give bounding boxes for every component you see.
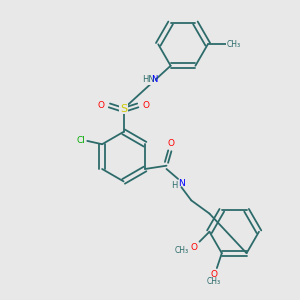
- Text: Cl: Cl: [76, 136, 85, 146]
- Text: CH₃: CH₃: [206, 278, 220, 286]
- Text: O: O: [143, 101, 150, 110]
- Text: O: O: [190, 243, 197, 252]
- Text: O: O: [97, 101, 104, 110]
- Text: CH₃: CH₃: [226, 40, 240, 49]
- Text: H: H: [172, 181, 178, 190]
- Text: S: S: [120, 104, 127, 114]
- Text: N: N: [151, 75, 158, 84]
- Text: N: N: [178, 179, 185, 188]
- Text: O: O: [210, 270, 217, 279]
- Text: HN: HN: [142, 75, 155, 84]
- Text: O: O: [168, 139, 175, 148]
- Text: CH₃: CH₃: [174, 246, 188, 255]
